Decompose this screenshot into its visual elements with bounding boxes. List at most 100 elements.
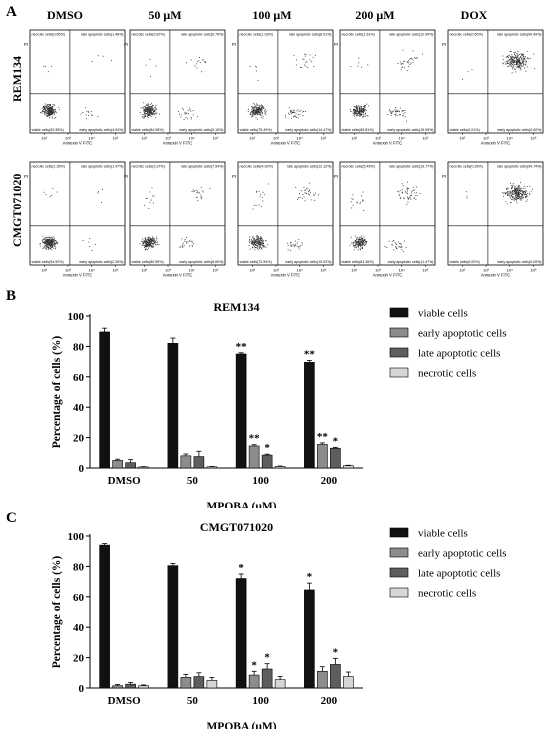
event-dot <box>357 241 359 243</box>
event-dot <box>146 107 148 109</box>
event-dot <box>155 106 157 108</box>
event-dot <box>196 61 198 63</box>
event-dot <box>352 243 354 245</box>
event-dot <box>518 191 519 193</box>
event-dot <box>151 239 153 241</box>
event-dot <box>40 112 42 114</box>
event-dot <box>356 239 358 240</box>
event-dot <box>520 191 522 192</box>
significance-mark: * <box>333 435 339 447</box>
event-dot <box>507 187 509 189</box>
event-dot <box>151 243 153 244</box>
event-dot <box>195 63 197 65</box>
event-dot <box>198 192 200 194</box>
event-dot <box>356 105 358 106</box>
event-dot <box>47 113 49 114</box>
event-dot <box>517 61 519 62</box>
event-dot <box>254 249 256 251</box>
event-dot <box>40 243 41 245</box>
event-dot <box>148 239 150 241</box>
y-tick-label: 80 <box>73 561 85 573</box>
event-dot <box>290 244 292 246</box>
legend-swatch <box>389 567 409 578</box>
event-dot <box>44 106 46 108</box>
event-dot <box>522 190 524 192</box>
event-dot <box>255 65 257 67</box>
event-dot <box>44 113 46 115</box>
event-dot <box>150 109 152 111</box>
legend-swatch <box>389 327 409 338</box>
event-dot <box>51 246 53 247</box>
event-dot <box>151 240 153 242</box>
event-dot <box>362 111 364 113</box>
event-dot <box>359 108 361 110</box>
x-tick-label: 200 <box>321 695 338 707</box>
event-dot <box>363 240 365 242</box>
event-dot <box>151 113 153 115</box>
event-dot <box>389 111 391 113</box>
event-dot <box>514 188 516 190</box>
event-dot <box>395 113 397 115</box>
event-dot <box>515 193 517 194</box>
quadrant-label-necrotic: necrotic cells(0.26%) <box>450 165 483 169</box>
event-dot <box>359 236 360 238</box>
event-dot <box>51 65 53 67</box>
event-dot <box>515 191 517 193</box>
event-dot <box>260 110 262 112</box>
event-dot <box>515 55 517 57</box>
x-axis-label: Annexin V FITC <box>481 141 511 146</box>
event-dot <box>41 239 43 241</box>
event-dot <box>354 110 356 111</box>
event-dot <box>510 195 512 196</box>
event-dot <box>519 193 521 194</box>
event-dot <box>471 69 473 71</box>
event-dot <box>408 65 410 67</box>
event-dot <box>50 245 51 247</box>
event-dot <box>259 114 261 115</box>
event-dot <box>516 200 517 202</box>
event-dot <box>155 239 157 241</box>
event-dot <box>516 60 518 62</box>
event-dot <box>151 236 153 238</box>
event-dot <box>412 186 414 188</box>
event-dot <box>399 243 401 244</box>
y-tick-label: 40 <box>73 402 85 414</box>
event-dot <box>148 247 149 249</box>
event-dot <box>149 111 151 113</box>
event-dot <box>364 105 365 106</box>
event-dot <box>153 244 155 246</box>
event-dot <box>514 199 516 200</box>
event-dot <box>364 110 366 112</box>
event-dot <box>258 111 260 113</box>
event-dot <box>256 110 257 112</box>
event-dot <box>507 56 509 58</box>
event-dot <box>519 199 521 201</box>
event-dot <box>350 201 352 203</box>
legend-label: viable cells <box>418 308 468 320</box>
event-dot <box>146 244 148 246</box>
event-dot <box>143 241 145 243</box>
y-axis-label: PI <box>124 174 128 179</box>
event-dot <box>209 188 211 189</box>
event-dot <box>262 200 264 202</box>
event-dot <box>251 106 252 108</box>
event-dot <box>194 65 196 67</box>
event-dot <box>362 116 363 118</box>
event-dot <box>511 55 513 57</box>
event-dot <box>287 242 289 244</box>
event-dot <box>412 50 414 52</box>
event-dot <box>152 239 153 241</box>
event-dot <box>522 62 523 64</box>
x-tick-label: DMSO <box>108 475 141 487</box>
quadrant-label-late: late apoptotic cells(1.47%) <box>81 165 123 169</box>
event-dot <box>510 63 512 64</box>
bar <box>112 685 123 689</box>
event-dot <box>364 244 366 245</box>
event-dot <box>304 200 306 202</box>
event-dot <box>516 197 518 199</box>
event-dot <box>518 67 520 69</box>
event-dot <box>256 247 258 249</box>
event-dot <box>529 194 531 195</box>
event-dot <box>48 241 49 243</box>
event-dot <box>147 246 149 247</box>
